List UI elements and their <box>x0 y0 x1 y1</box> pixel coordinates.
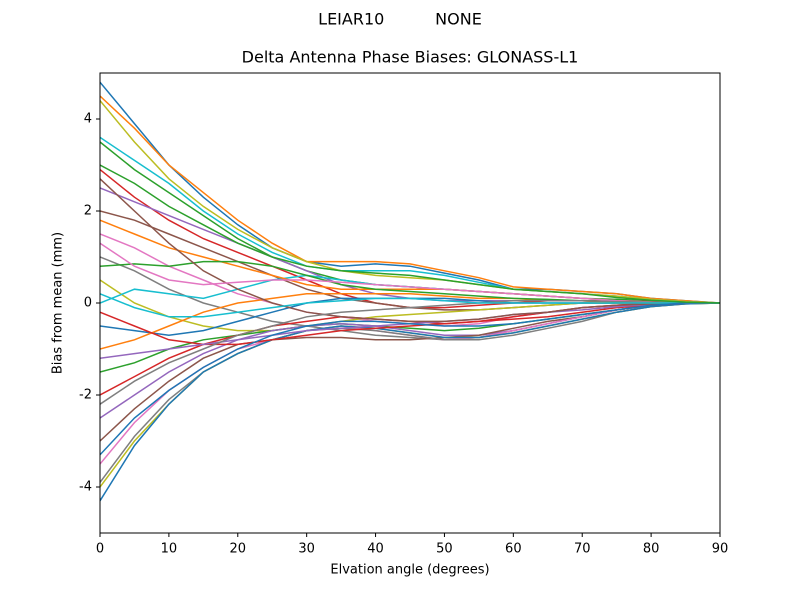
series-line <box>100 302 720 465</box>
x-tick-label: 90 <box>712 542 729 557</box>
series-line <box>100 141 720 304</box>
series-line <box>100 233 720 327</box>
series-line <box>100 100 720 304</box>
y-tick-label: 0 <box>84 296 92 311</box>
x-tick-label: 10 <box>161 542 178 557</box>
y-tick-label: 2 <box>84 204 92 219</box>
x-tick-label: 0 <box>96 542 104 557</box>
series-line <box>100 299 720 405</box>
y-axis-label: Bias from mean (mm) <box>51 232 66 374</box>
plot-lines <box>100 81 720 502</box>
y-tick-label: -4 <box>79 480 92 495</box>
series-line <box>100 187 720 304</box>
series-line <box>100 164 720 304</box>
series-line <box>100 302 720 456</box>
x-tick-label: 30 <box>298 542 315 557</box>
series-line <box>100 302 720 502</box>
series-line <box>100 95 720 304</box>
x-tick-label: 20 <box>230 542 247 557</box>
suptitle: LEIAR10 NONE <box>318 10 482 29</box>
series-line <box>100 293 720 318</box>
x-tick-label: 60 <box>505 542 522 557</box>
series-line <box>100 178 720 323</box>
y-tick-label: 4 <box>84 112 92 127</box>
x-axis-label: Elvation angle (degrees) <box>330 563 489 578</box>
x-tick-label: 40 <box>367 542 384 557</box>
x-tick-label: 70 <box>574 542 591 557</box>
series-line <box>100 302 720 419</box>
series-line <box>100 242 720 304</box>
chart-title: Delta Antenna Phase Biases: GLONASS-L1 <box>242 48 579 67</box>
x-tick-label: 50 <box>436 542 453 557</box>
y-tick-label: -2 <box>79 388 92 403</box>
series-line <box>100 81 720 304</box>
x-tick-label: 80 <box>643 542 660 557</box>
